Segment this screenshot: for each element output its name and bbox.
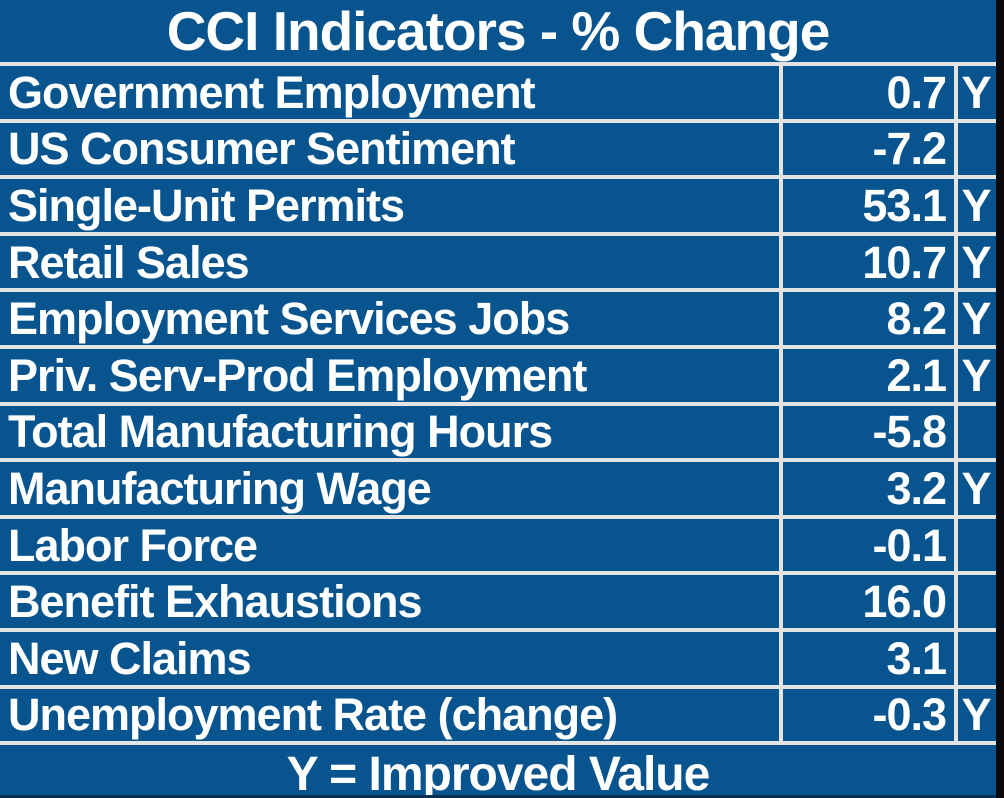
panel-title: CCI Indicators - % Change: [166, 0, 831, 62]
table-row: Labor Force -0.1: [0, 518, 996, 576]
improved-flag: Y: [954, 462, 996, 515]
improved-flag: Y: [954, 688, 996, 742]
table-row: Unemployment Rate (change) -0.3 Y: [0, 688, 996, 746]
table-row: Government Employment 0.7 Y: [0, 66, 996, 123]
indicator-value: 10.7: [779, 235, 954, 289]
indicator-value: 8.2: [779, 292, 954, 345]
bottom-edge-strip: [0, 795, 996, 798]
indicator-name: Employment Services Jobs: [8, 293, 570, 345]
improved-flag: Y: [954, 235, 996, 289]
indicator-value: 2.1: [779, 348, 954, 402]
legend-text: Y = Improved Value: [286, 748, 711, 798]
indicator-value: 16.0: [779, 575, 954, 628]
improved-flag: [954, 575, 996, 628]
table-row: Employment Services Jobs 8.2 Y: [0, 292, 996, 349]
indicator-value: 0.7: [779, 66, 954, 119]
indicators-table: Government Employment 0.7 Y US Consumer …: [0, 62, 996, 746]
indicator-name: New Claims: [8, 632, 252, 684]
indicator-value: 3.1: [779, 631, 954, 685]
indicator-name: Manufacturing Wage: [8, 462, 432, 514]
improved-flag: [954, 631, 996, 685]
improved-flag: Y: [954, 348, 996, 402]
indicator-name: Government Employment: [8, 66, 536, 118]
table-row: New Claims 3.1: [0, 631, 996, 689]
table-row: Manufacturing Wage 3.2 Y: [0, 462, 996, 519]
indicator-name: Retail Sales: [8, 236, 250, 288]
indicator-name: Priv. Serv-Prod Employment: [8, 349, 587, 401]
table-row: Total Manufacturing Hours -5.8: [0, 405, 996, 463]
indicator-value: -7.2: [779, 122, 954, 176]
indicator-value: -0.3: [779, 688, 954, 742]
indicator-name: Unemployment Rate (change): [8, 689, 618, 741]
table-row: Retail Sales 10.7 Y: [0, 235, 996, 293]
right-edge-strip: [996, 0, 1004, 798]
indicator-name: Total Manufacturing Hours: [8, 406, 553, 458]
indicator-value: -5.8: [779, 405, 954, 459]
table-row: Priv. Serv-Prod Employment 2.1 Y: [0, 348, 996, 406]
table-row: US Consumer Sentiment -7.2: [0, 122, 996, 180]
improved-flag: [954, 122, 996, 176]
improved-flag: [954, 518, 996, 572]
indicator-name: US Consumer Sentiment: [8, 123, 516, 175]
indicator-name: Labor Force: [8, 519, 258, 571]
indicator-value: -0.1: [779, 518, 954, 572]
indicator-name: Single-Unit Permits: [8, 179, 405, 231]
improved-flag: Y: [954, 66, 996, 119]
improved-flag: Y: [954, 179, 996, 232]
improved-flag: Y: [954, 292, 996, 345]
table-row: Single-Unit Permits 53.1 Y: [0, 179, 996, 236]
indicator-value: 53.1: [779, 179, 954, 232]
indicator-value: 3.2: [779, 462, 954, 515]
table-row: Benefit Exhaustions 16.0: [0, 575, 996, 632]
indicator-name: Benefit Exhaustions: [8, 576, 423, 628]
improved-flag: [954, 405, 996, 459]
